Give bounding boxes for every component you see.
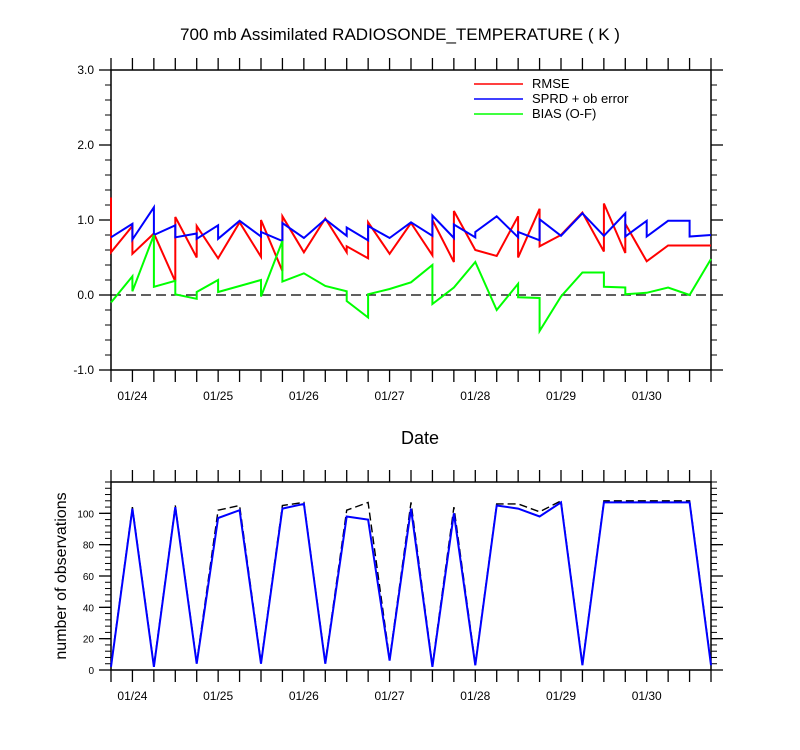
bottom-x-tick-label: 01/27	[375, 689, 405, 703]
bottom-x-tick-label: 01/28	[460, 689, 490, 703]
top-series-line-rmse	[110, 197, 711, 282]
x-axis-label: Date	[401, 428, 439, 448]
bottom-y-tick-label: 0	[88, 666, 94, 677]
bottom-x-tick-label: 01/24	[117, 689, 147, 703]
bottom-x-tick-label: 01/29	[546, 689, 576, 703]
bottom-y-tick-label: 60	[83, 572, 95, 583]
top-y-tick-label: 3.0	[77, 63, 94, 77]
chart-title: 700 mb Assimilated RADIOSONDE_TEMPERATUR…	[180, 25, 620, 44]
top-x-tick-label: 01/26	[289, 389, 319, 403]
top-plot-frame	[110, 69, 712, 371]
top-series-line-bias-o-f	[110, 234, 712, 335]
top-x-tick-label: 01/25	[203, 389, 233, 403]
legend-label-1: SPRD + ob error	[532, 91, 629, 106]
bottom-x-tick-label: 01/30	[632, 689, 662, 703]
bottom-y-tick-label: 80	[83, 541, 95, 552]
bottom-x-tick-label: 01/25	[203, 689, 233, 703]
bottom-y-tick-label: 20	[83, 635, 95, 646]
top-x-tick-label: 01/28	[460, 389, 490, 403]
top-y-tick-label: 2.0	[77, 138, 94, 152]
bottom-series-line-assimilated-observations	[110, 500, 712, 668]
legend-label-2: BIAS (O-F)	[532, 106, 596, 121]
top-y-tick-label: -1.0	[73, 363, 94, 377]
y-axis-label: number of observations	[53, 492, 70, 659]
top-y-tick-label: 1.0	[77, 213, 94, 227]
bottom-y-tick-label: 100	[77, 509, 94, 520]
legend-label-0: RMSE	[532, 76, 570, 91]
top-y-tick-label: 0.0	[77, 288, 94, 302]
bottom-series-line-possible-observations	[110, 499, 712, 666]
top-x-tick-label: 01/24	[117, 389, 147, 403]
top-x-tick-label: 01/29	[546, 389, 576, 403]
bottom-y-tick-label: 40	[83, 603, 95, 614]
top-x-tick-label: 01/30	[632, 389, 662, 403]
top-series-line-sprd-ob-error	[110, 204, 712, 243]
bottom-x-tick-label: 01/26	[289, 689, 319, 703]
top-x-tick-label: 01/27	[375, 389, 405, 403]
